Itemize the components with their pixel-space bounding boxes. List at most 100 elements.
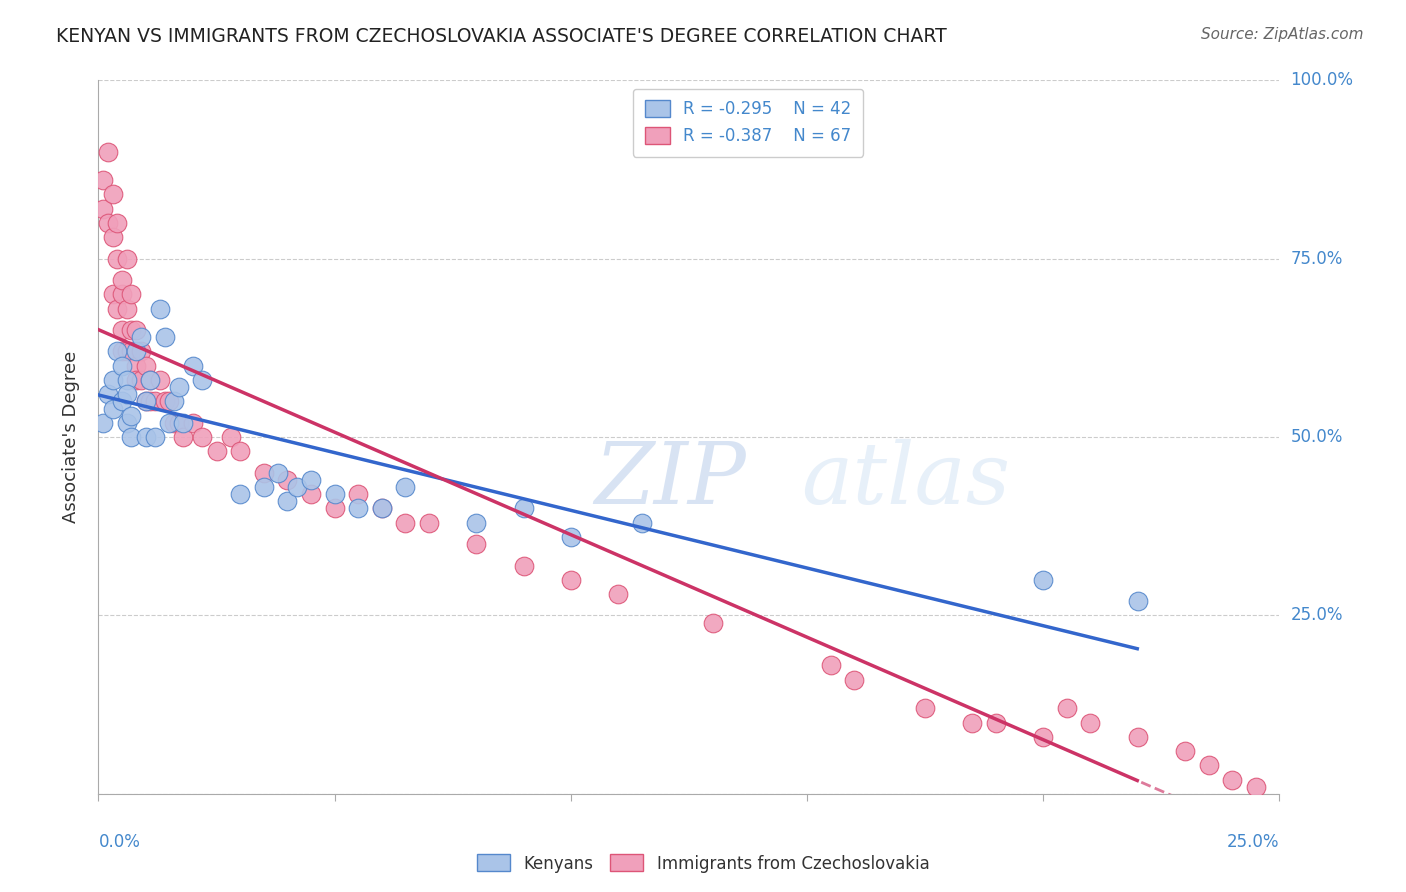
Point: [105, 216, 128, 230]
Point: [121, 287, 143, 301]
Point: [191, 373, 214, 387]
Point: [115, 387, 138, 401]
Point: [115, 301, 138, 316]
Point: [253, 466, 276, 480]
Point: [323, 487, 346, 501]
Point: [125, 373, 148, 387]
Point: [167, 380, 190, 394]
Point: [139, 394, 162, 409]
Point: [105, 301, 128, 316]
Point: [285, 480, 308, 494]
Point: [111, 344, 134, 359]
Point: [512, 501, 534, 516]
Point: [125, 323, 148, 337]
Point: [267, 466, 290, 480]
Point: [97, 387, 120, 401]
Point: [139, 373, 162, 387]
Point: [115, 416, 138, 430]
Point: [512, 558, 534, 573]
Point: [191, 430, 214, 444]
Point: [181, 359, 204, 373]
Point: [560, 573, 582, 587]
Point: [1126, 730, 1149, 744]
Point: [702, 615, 724, 630]
Point: [371, 501, 394, 516]
Point: [111, 394, 134, 409]
Point: [299, 487, 322, 501]
Point: [219, 430, 242, 444]
Point: [143, 430, 166, 444]
Text: 100.0%: 100.0%: [1291, 71, 1354, 89]
Point: [101, 187, 124, 202]
Point: [101, 230, 124, 244]
Point: [121, 323, 143, 337]
Point: [91, 202, 114, 216]
Point: [560, 530, 582, 544]
Point: [121, 409, 143, 423]
Point: [139, 373, 162, 387]
Point: [962, 715, 984, 730]
Point: [121, 344, 143, 359]
Point: [91, 173, 114, 187]
Point: [135, 394, 157, 409]
Point: [1126, 594, 1149, 608]
Point: [125, 359, 148, 373]
Point: [253, 480, 276, 494]
Point: [97, 145, 120, 159]
Point: [1198, 758, 1220, 772]
Text: KENYAN VS IMMIGRANTS FROM CZECHOSLOVAKIA ASSOCIATE'S DEGREE CORRELATION CHART: KENYAN VS IMMIGRANTS FROM CZECHOSLOVAKIA…: [56, 27, 948, 45]
Text: Source: ZipAtlas.com: Source: ZipAtlas.com: [1201, 27, 1364, 42]
Point: [394, 480, 416, 494]
Point: [607, 587, 630, 601]
Point: [149, 373, 172, 387]
Point: [129, 330, 152, 344]
Point: [129, 344, 152, 359]
Point: [163, 394, 186, 409]
Point: [276, 473, 298, 487]
Point: [323, 501, 346, 516]
Point: [105, 344, 128, 359]
Point: [125, 344, 148, 359]
Text: 50.0%: 50.0%: [1291, 428, 1343, 446]
Point: [101, 373, 124, 387]
Point: [465, 537, 488, 551]
Point: [371, 501, 394, 516]
Point: [135, 359, 157, 373]
Point: [135, 430, 157, 444]
Point: [111, 287, 134, 301]
Point: [111, 359, 134, 373]
Point: [1174, 744, 1197, 758]
Point: [172, 416, 194, 430]
Point: [115, 252, 138, 266]
Point: [1056, 701, 1078, 715]
Point: [157, 416, 180, 430]
Point: [229, 487, 252, 501]
Text: 75.0%: 75.0%: [1291, 250, 1343, 268]
Legend: Kenyans, Immigrants from Czechoslovakia: Kenyans, Immigrants from Czechoslovakia: [470, 847, 936, 880]
Point: [115, 344, 138, 359]
Point: [149, 301, 172, 316]
Point: [153, 394, 176, 409]
Point: [91, 416, 114, 430]
Point: [820, 658, 842, 673]
Point: [347, 487, 370, 501]
Point: [121, 430, 143, 444]
Point: [299, 473, 322, 487]
Point: [129, 373, 152, 387]
Point: [143, 394, 166, 409]
Point: [1220, 772, 1243, 787]
Point: [418, 516, 440, 530]
Point: [844, 673, 866, 687]
Point: [163, 416, 186, 430]
Point: [115, 373, 138, 387]
Point: [1032, 730, 1054, 744]
Point: [394, 516, 416, 530]
Point: [153, 330, 176, 344]
Text: 0.0%: 0.0%: [98, 833, 141, 851]
Point: [984, 715, 1007, 730]
Text: 25.0%: 25.0%: [1291, 607, 1343, 624]
Point: [97, 216, 120, 230]
Point: [135, 394, 157, 409]
Text: atlas: atlas: [801, 439, 1011, 521]
Point: [914, 701, 936, 715]
